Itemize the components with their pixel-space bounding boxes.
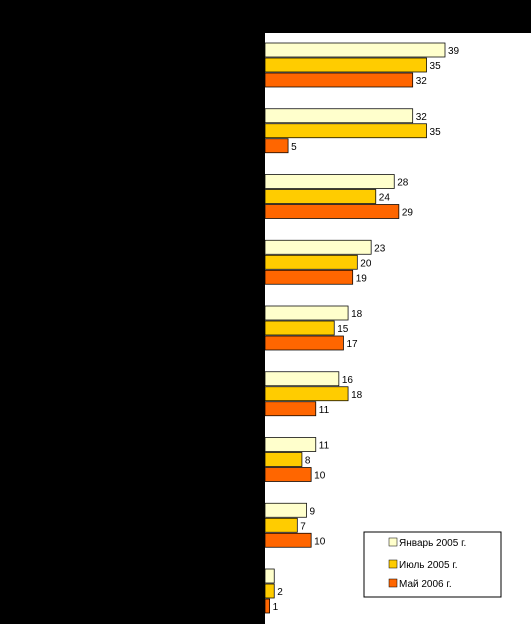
bar-g8-s1 xyxy=(264,583,275,599)
value-label-g2-s2: 29 xyxy=(402,208,414,219)
bar-g8-s2 xyxy=(264,598,270,614)
value-label-g2-s1: 24 xyxy=(379,193,391,204)
bar-g5-s0 xyxy=(264,371,340,387)
bar-g3-s2 xyxy=(264,269,354,285)
value-labels: 3935323235528242923201918151716181111810… xyxy=(273,46,460,613)
value-label-g8-s2: 1 xyxy=(273,602,279,613)
value-label-g0-s0: 39 xyxy=(448,46,460,57)
value-label-g6-s1: 8 xyxy=(305,456,311,467)
bar-g2-s2 xyxy=(264,204,400,219)
value-label-g7-s2: 10 xyxy=(314,536,326,547)
legend-label-1: Июль 2005 г. xyxy=(399,560,458,571)
bar-g2-s0 xyxy=(264,174,395,189)
bar-g5-s2 xyxy=(264,401,317,417)
value-label-g7-s0: 9 xyxy=(310,506,316,517)
bar-g7-s1 xyxy=(264,517,298,533)
value-label-g7-s1: 7 xyxy=(300,521,306,532)
bar-g6-s2 xyxy=(264,467,312,482)
legend: Январь 2005 г. Июль 2005 г. Май 2006 г. xyxy=(363,531,502,598)
value-label-g3-s1: 20 xyxy=(360,258,372,269)
bar-g7-s0 xyxy=(264,502,307,518)
value-label-g0-s2: 32 xyxy=(416,76,428,87)
bar-g7-s2 xyxy=(264,532,312,548)
bar-g4-s1 xyxy=(264,320,335,336)
bar-g3-s1 xyxy=(264,254,358,270)
value-label-g8-s1: 2 xyxy=(277,587,283,598)
bar-g1-s0 xyxy=(264,108,414,124)
bar-g8-s0 xyxy=(264,568,275,584)
bar-g5-s1 xyxy=(264,386,349,402)
bar-g6-s0 xyxy=(264,437,317,452)
bar-g4-s0 xyxy=(264,305,349,321)
bar-g6-s1 xyxy=(264,452,303,467)
bar-g1-s2 xyxy=(264,138,289,154)
value-label-g5-s1: 18 xyxy=(351,390,363,401)
value-label-g1-s0: 32 xyxy=(416,112,428,123)
legend-swatch-0 xyxy=(388,537,398,547)
bar-g3-s0 xyxy=(264,239,372,255)
value-label-g5-s2: 11 xyxy=(319,405,330,416)
bars xyxy=(264,42,446,614)
value-label-g4-s0: 18 xyxy=(351,309,363,320)
value-label-g3-s2: 19 xyxy=(356,273,368,284)
legend-box xyxy=(363,531,502,598)
bar-g2-s1 xyxy=(264,189,377,204)
legend-swatch-2 xyxy=(388,578,398,588)
value-label-g4-s2: 17 xyxy=(346,339,358,350)
bar-g4-s2 xyxy=(264,335,344,351)
value-label-g6-s0: 11 xyxy=(319,441,330,452)
bar-g0-s1 xyxy=(264,57,427,73)
legend-swatch-1 xyxy=(388,559,398,569)
value-label-g0-s1: 35 xyxy=(430,61,442,72)
value-label-g4-s1: 15 xyxy=(337,324,349,335)
legend-label-2: Май 2006 г. xyxy=(399,579,452,590)
bar-g0-s2 xyxy=(264,72,414,88)
value-label-g1-s1: 35 xyxy=(430,127,442,138)
legend-label-0: Январь 2005 г. xyxy=(399,538,466,549)
value-label-g5-s0: 16 xyxy=(342,375,354,386)
value-label-g6-s2: 10 xyxy=(314,471,326,482)
value-label-g2-s0: 28 xyxy=(397,178,409,189)
value-label-g1-s2: 5 xyxy=(291,142,297,153)
value-label-g3-s0: 23 xyxy=(374,243,386,254)
bar-g1-s1 xyxy=(264,123,427,139)
bar-g0-s0 xyxy=(264,42,446,58)
